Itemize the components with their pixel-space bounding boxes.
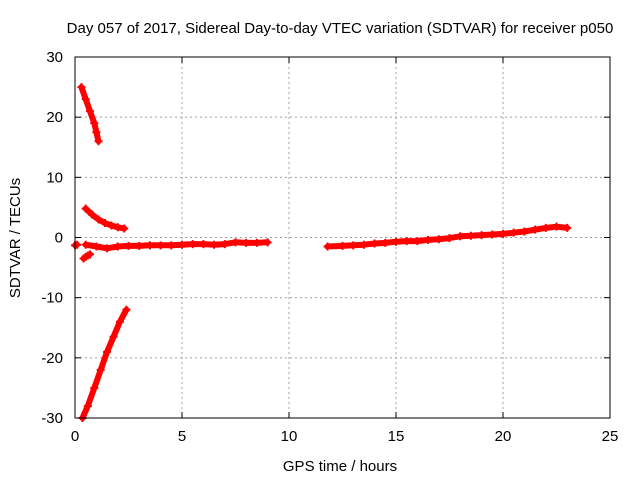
y-tick-label: 20: [46, 109, 63, 126]
data-point-marker: [94, 215, 103, 224]
tick-layer: 0 5 10 15 20 25 -30 -20 -10 0 10 20 30: [41, 49, 618, 445]
grid-layer: [75, 57, 610, 418]
data-point-marker: [167, 241, 176, 250]
y-tick-label: -30: [41, 410, 63, 427]
y-tick-label: 10: [46, 169, 63, 186]
data-point-marker: [145, 241, 154, 250]
data-point-marker: [113, 223, 122, 232]
x-tick-label: 25: [602, 428, 619, 445]
data-point-marker: [563, 223, 572, 232]
data-point-marker: [73, 240, 82, 249]
data-point-marker: [456, 232, 465, 241]
data-point-marker: [124, 241, 133, 250]
series-band: [79, 306, 130, 421]
y-tick-label: -10: [41, 290, 63, 307]
data-point-marker: [96, 365, 105, 374]
data-point-marker: [120, 224, 129, 233]
data-point-marker: [252, 238, 261, 247]
data-point-marker: [349, 241, 358, 250]
data-point-marker: [81, 204, 90, 213]
data-point-marker: [323, 242, 332, 251]
data-point-marker: [94, 137, 103, 146]
data-point-marker: [188, 240, 197, 249]
data-point-marker: [242, 238, 251, 247]
data-point-marker: [220, 240, 229, 249]
data-point-marker: [107, 221, 116, 230]
data-point-marker: [520, 227, 529, 236]
data-point-marker: [445, 234, 454, 243]
x-tick-label: 20: [495, 428, 512, 445]
data-point-marker: [263, 238, 272, 247]
data-point-marker: [231, 238, 240, 247]
x-tick-label: 5: [178, 428, 186, 445]
data-point-marker: [370, 239, 379, 248]
data-point-marker: [413, 237, 422, 246]
data-point-marker: [392, 237, 400, 246]
data-point-marker: [88, 210, 97, 219]
data-point-marker: [488, 230, 497, 239]
x-tick-label: 15: [388, 428, 405, 445]
data-point-marker: [122, 305, 131, 314]
data-point-marker: [81, 240, 90, 249]
chart-title: Day 057 of 2017, Sidereal Day-to-day VTE…: [67, 20, 614, 37]
data-point-marker: [156, 241, 165, 250]
data-point-marker: [85, 107, 94, 116]
data-point-marker: [424, 235, 433, 244]
data-point-marker: [90, 119, 99, 128]
data-point-marker: [90, 383, 99, 392]
data-point-marker: [199, 240, 208, 249]
data-point-marker: [466, 231, 475, 240]
y-tick-label: 0: [55, 230, 63, 247]
data-point-marker: [85, 250, 94, 259]
data-point-marker: [359, 240, 368, 249]
data-point-marker: [338, 241, 347, 250]
data-point-marker: [100, 219, 109, 228]
series-trace-decay: [81, 204, 129, 233]
data-point-marker: [381, 238, 390, 247]
data-point-marker: [92, 128, 101, 137]
data-point-marker: [103, 244, 112, 253]
series-trace-short-low: [79, 250, 94, 263]
data-point-marker: [499, 229, 507, 238]
data-point-marker: [541, 223, 550, 232]
data-point-marker: [109, 332, 118, 341]
data-point-marker: [83, 401, 92, 410]
data-point-marker: [402, 237, 411, 246]
data-point-marker: [552, 222, 561, 231]
x-tick-label: 0: [71, 428, 79, 445]
data-point-marker: [103, 347, 112, 356]
data-point-marker: [531, 225, 540, 234]
data-point-marker: [113, 242, 122, 251]
data-point-marker: [477, 231, 486, 240]
data-point-marker: [77, 83, 86, 92]
data-point-marker: [115, 317, 124, 326]
data-point-marker: [509, 228, 518, 237]
x-tick-label: 10: [281, 428, 298, 445]
y-tick-label: -20: [41, 350, 63, 367]
x-axis-label: GPS time / hours: [283, 458, 397, 475]
y-tick-label: 30: [46, 49, 63, 66]
data-point-marker: [210, 240, 219, 249]
data-point-marker: [434, 235, 443, 244]
series-trace-top-descending: [77, 83, 103, 146]
y-axis-label: SDTVAR / TECUs: [7, 178, 24, 298]
data-point-marker: [135, 241, 144, 250]
data-point-marker: [178, 240, 186, 249]
series-trace-main-early: [81, 238, 272, 253]
data-point-marker: [81, 95, 90, 104]
data-point-marker: [92, 242, 101, 251]
series-layer: [71, 83, 572, 422]
series-trace-ramp: [78, 305, 131, 422]
series-trace-main-late: [323, 222, 572, 251]
